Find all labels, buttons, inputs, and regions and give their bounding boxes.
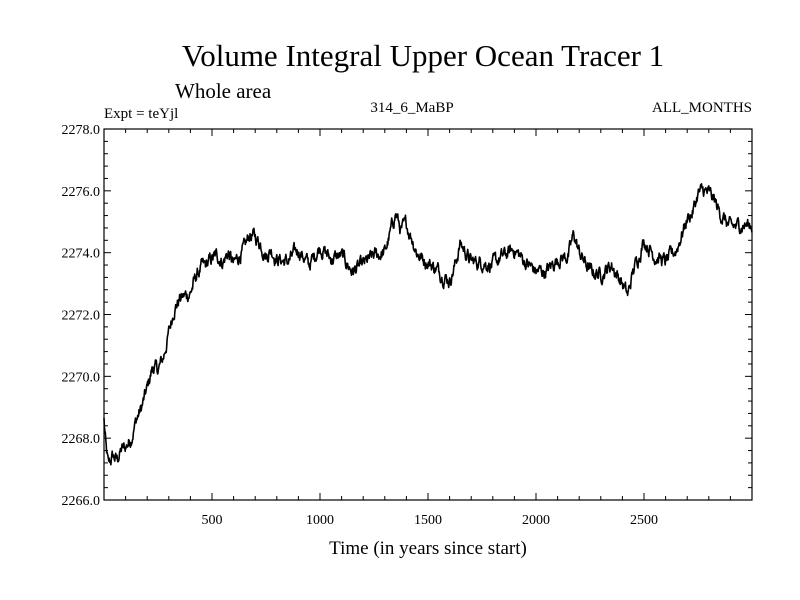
y-tick-label: 2274.0 bbox=[62, 247, 101, 262]
x-tick-label: 1500 bbox=[414, 513, 442, 528]
y-tick-label: 2266.0 bbox=[62, 494, 101, 509]
x-tick-label: 2000 bbox=[522, 513, 550, 528]
chart-title: Volume Integral Upper Ocean Tracer 1 bbox=[182, 38, 664, 73]
x-tick-label: 1000 bbox=[306, 513, 334, 528]
y-tick-label: 2278.0 bbox=[62, 123, 101, 138]
y-axis: 2266.0 2268.0 2270.0 2272.0 2274.0 2276.0 2278… bbox=[62, 123, 752, 509]
series-line bbox=[103, 183, 753, 466]
y-tick-label: 2276.0 bbox=[62, 185, 101, 200]
plot-frame bbox=[103, 128, 753, 501]
header-right-label: ALL_MONTHS bbox=[652, 100, 752, 116]
x-axis: 500 1000 1500 2000 2500 bbox=[125, 129, 731, 528]
series-layer bbox=[103, 183, 753, 466]
x-tick-label: 500 bbox=[202, 513, 223, 528]
chart-subtitle: Whole area bbox=[175, 79, 272, 103]
y-tick-label: 2270.0 bbox=[62, 370, 101, 385]
header-left-label: Expt = teYjl bbox=[104, 106, 178, 122]
y-tick-label: 2268.0 bbox=[62, 432, 101, 447]
x-axis-label: Time (in years since start) bbox=[329, 538, 527, 559]
y-tick-label: 2272.0 bbox=[62, 309, 101, 324]
header-center-label: 314_6_MaBP bbox=[370, 100, 453, 116]
x-tick-label: 2500 bbox=[630, 513, 658, 528]
